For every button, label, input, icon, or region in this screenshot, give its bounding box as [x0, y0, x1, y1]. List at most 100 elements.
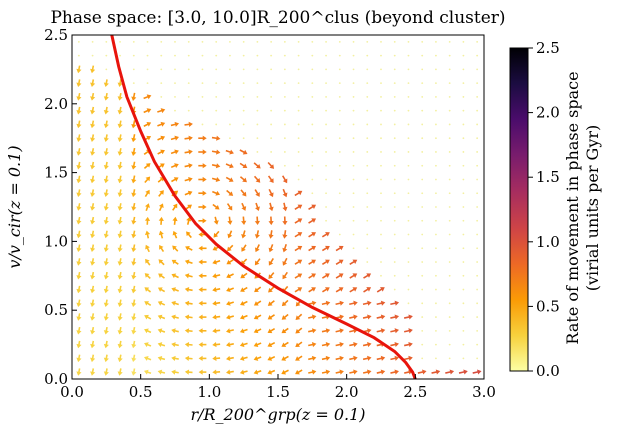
field-dot	[380, 68, 382, 71]
vector-arrow	[267, 300, 275, 306]
field-dot	[338, 219, 341, 222]
vector-arrow	[76, 326, 82, 335]
field-dot	[421, 40, 424, 43]
vector-arrow	[268, 230, 274, 239]
field-dot	[421, 329, 424, 332]
field-dot	[476, 151, 479, 153]
field-dot	[366, 96, 369, 98]
vector-arrow	[145, 244, 150, 253]
field-dot	[201, 40, 204, 43]
field-dot	[448, 288, 451, 291]
field-dot	[119, 54, 121, 57]
vector-arrow	[143, 94, 152, 100]
vector-arrow	[131, 189, 137, 198]
vector-arrow	[240, 272, 248, 279]
vector-arrow	[117, 313, 123, 321]
vector-arrow	[103, 368, 109, 376]
vector-arrow	[157, 328, 166, 334]
field-dot	[421, 137, 424, 140]
field-dot	[325, 40, 327, 43]
vector-arrow	[90, 175, 96, 184]
vector-arrow	[431, 369, 441, 375]
vector-arrow	[294, 245, 303, 252]
field-dot	[338, 40, 341, 43]
field-dot	[325, 178, 327, 181]
field-dot	[132, 40, 135, 43]
vector-arrow	[458, 369, 468, 375]
vector-arrow	[239, 314, 248, 320]
vector-arrow	[103, 299, 109, 308]
x-tick-label: 3.0	[472, 383, 496, 401]
field-dot	[146, 54, 149, 57]
vector-arrow	[390, 341, 399, 348]
vector-arrow	[198, 328, 207, 334]
field-dot	[380, 82, 382, 85]
vector-arrow	[321, 245, 330, 252]
vector-arrow	[349, 369, 358, 375]
vector-arrow	[131, 299, 137, 308]
field-dot	[462, 151, 465, 153]
field-dot	[201, 96, 204, 98]
vector-arrow	[131, 120, 137, 129]
vector-arrow	[131, 340, 137, 349]
field-dot	[325, 109, 327, 112]
vector-arrow	[76, 354, 82, 363]
escape-velocity-curve	[110, 35, 417, 379]
field-dot	[462, 288, 465, 291]
vector-arrow	[131, 134, 137, 143]
field-dot	[476, 316, 479, 318]
vector-arrow	[171, 328, 179, 334]
vector-arrow	[212, 273, 221, 279]
field-dot	[160, 40, 163, 43]
vector-arrow	[282, 188, 288, 198]
vector-arrow	[117, 92, 123, 101]
vector-arrow	[103, 79, 109, 87]
colorbar-tick-label: 1.5	[536, 168, 560, 186]
vector-arrow	[362, 369, 372, 375]
vector-arrow	[226, 355, 234, 361]
vector-arrow	[226, 189, 234, 196]
vector-field	[76, 40, 482, 376]
field-dot	[476, 329, 479, 332]
field-dot	[311, 54, 314, 57]
vector-arrow	[254, 286, 262, 293]
field-dot	[435, 302, 437, 305]
field-dot	[297, 40, 300, 43]
vector-arrow	[184, 328, 193, 334]
field-dot	[325, 54, 327, 57]
vector-arrow	[117, 244, 123, 253]
field-dot	[325, 164, 327, 167]
field-dot	[215, 40, 218, 43]
vector-arrow	[76, 313, 82, 321]
vector-arrow	[131, 313, 137, 321]
vector-arrow	[335, 300, 345, 306]
field-dot	[380, 123, 382, 126]
field-dot	[325, 219, 327, 222]
vector-arrow	[294, 273, 303, 279]
vector-arrow	[90, 326, 96, 335]
vector-arrow	[157, 121, 166, 127]
field-dot	[311, 164, 314, 167]
field-dot	[476, 40, 479, 43]
field-dot	[283, 96, 286, 98]
field-dot	[256, 96, 259, 98]
field-dot	[393, 82, 396, 85]
vector-arrow	[117, 134, 123, 142]
vector-arrow	[76, 340, 82, 349]
field-dot	[256, 54, 259, 57]
field-dot	[435, 357, 437, 360]
vector-arrow	[253, 175, 261, 183]
field-dot	[311, 123, 314, 126]
field-dot	[146, 40, 149, 43]
field-dot	[338, 109, 341, 112]
y-tick-label: 2.5	[44, 26, 68, 44]
vector-arrow	[145, 203, 150, 212]
field-dot	[407, 96, 410, 98]
field-dot	[174, 96, 176, 98]
field-dot	[311, 82, 314, 85]
vector-arrow	[90, 79, 96, 87]
field-dot	[393, 96, 396, 98]
vector-arrow	[184, 149, 193, 155]
field-dot	[476, 178, 479, 181]
field-dot	[435, 96, 437, 98]
